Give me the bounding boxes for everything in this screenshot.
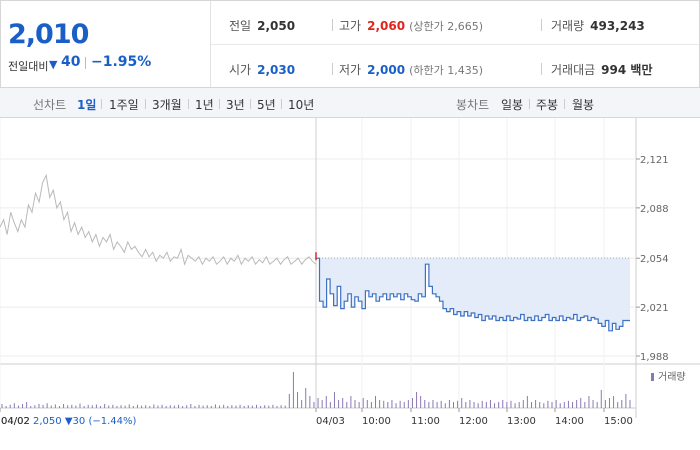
x-tick-label: 10:00	[362, 416, 391, 427]
today-fill-area	[316, 258, 630, 331]
prev-close-value: 2,050	[257, 19, 296, 33]
divider	[145, 99, 146, 109]
today-line	[316, 257, 630, 332]
volume-value: 493,243	[590, 19, 645, 33]
tab-10y[interactable]: 10년	[288, 98, 315, 112]
amount-label: 거래대금	[551, 63, 596, 77]
x-tick-label: 13:00	[507, 416, 536, 427]
lower-limit: (하한가 1,435)	[409, 64, 483, 77]
tab-5y[interactable]: 5년	[257, 98, 276, 112]
open-stat: 시가 2,030	[229, 61, 295, 78]
plot-area	[0, 118, 636, 364]
amount-value: 994 백만	[601, 63, 653, 77]
divider	[219, 99, 220, 109]
x-tick-label: 14:00	[555, 416, 584, 427]
prev-close-label: 전일	[229, 19, 252, 33]
change-label: 전일대비	[8, 60, 49, 73]
prev-day-line	[0, 173, 317, 266]
y-tick-label: 1,988	[640, 352, 669, 363]
change-percent: −1.95%	[91, 54, 152, 70]
tab-3y[interactable]: 3년	[226, 98, 245, 112]
current-price-box: 2,010 전일대비 ▼ 40 −1.95%	[1, 1, 211, 87]
tab-daily[interactable]: 일봉	[501, 98, 524, 112]
tab-3m[interactable]: 3개월	[152, 98, 182, 112]
y-tick-label: 2,054	[640, 254, 669, 265]
tab-weekly[interactable]: 주봉	[536, 98, 559, 112]
tab-1y[interactable]: 1년	[195, 98, 214, 112]
divider	[281, 99, 282, 109]
divider	[85, 57, 86, 69]
prev-day-change: ▼30 (−1.44%)	[64, 416, 137, 427]
divider	[529, 99, 530, 109]
divider	[564, 99, 565, 109]
chart-canvas: 2,121 2,088 2,054 2,021 1,988 04/02 04/03 10:0…	[0, 118, 700, 427]
prev-day-summary: 04/02 2,050 ▼30 (−1.44%)	[1, 416, 136, 427]
volume-label: 거래량	[551, 19, 585, 33]
chart-period-tabs: 선차트 1일 1주일 3개월 1년 3년 5년 10년 봉차트 일봉 주봉 월봉	[0, 88, 700, 118]
tab-1d[interactable]: 1일	[77, 98, 97, 112]
price-chart: 2,121 2,088 2,054 2,021 1,988 04/02 04/03 10:0…	[0, 118, 700, 450]
line-chart-label: 선차트	[33, 98, 67, 112]
low-label: 저가	[339, 63, 362, 77]
prev-day-date: 04/02	[1, 416, 30, 427]
divider	[250, 99, 251, 109]
divider	[101, 99, 102, 109]
divider	[332, 63, 333, 75]
divider	[541, 63, 542, 75]
volume-stat: 거래량 493,243	[551, 17, 645, 34]
x-tick-label: 11:00	[411, 416, 440, 427]
prev-day-close: 2,050	[33, 416, 62, 427]
low-stat: 저가 2,000 (하한가 1,435)	[339, 61, 483, 78]
divider	[332, 19, 333, 31]
amount-stat: 거래대금 994 백만	[551, 61, 652, 78]
candle-chart-label: 봉차트	[456, 98, 490, 112]
x-tick-label: 15:00	[604, 416, 633, 427]
row-divider	[211, 44, 699, 45]
divider	[541, 19, 542, 31]
quote-panel: 2,010 전일대비 ▼ 40 −1.95% 전일 2,050 고가 2,060 (상…	[0, 0, 700, 88]
low-value: 2,000	[367, 63, 406, 77]
tab-monthly[interactable]: 월봉	[572, 98, 595, 112]
tab-1w[interactable]: 1주일	[109, 98, 139, 112]
y-tick-label: 2,088	[640, 204, 669, 215]
x-tick-label: 04/02	[1, 416, 30, 427]
y-tick-label: 2,121	[640, 155, 669, 166]
x-tick-label: 12:00	[459, 416, 488, 427]
y-tick-label: 2,021	[640, 303, 669, 314]
high-value: 2,060	[367, 19, 406, 33]
high-stat: 고가 2,060 (상한가 2,665)	[339, 17, 483, 34]
divider	[188, 99, 189, 109]
open-value: 2,030	[257, 63, 296, 77]
high-label: 고가	[339, 19, 362, 33]
down-arrow-icon: ▼	[49, 58, 58, 71]
volume-legend: 거래량	[658, 371, 686, 383]
volume-legend-swatch	[651, 373, 654, 381]
current-price: 2,010	[8, 19, 89, 50]
x-tick-label: 04/03	[316, 416, 345, 427]
change-value: 40	[61, 54, 81, 70]
open-label: 시가	[229, 63, 252, 77]
prev-close-stat: 전일 2,050	[229, 17, 295, 34]
upper-limit: (상한가 2,665)	[409, 20, 483, 33]
